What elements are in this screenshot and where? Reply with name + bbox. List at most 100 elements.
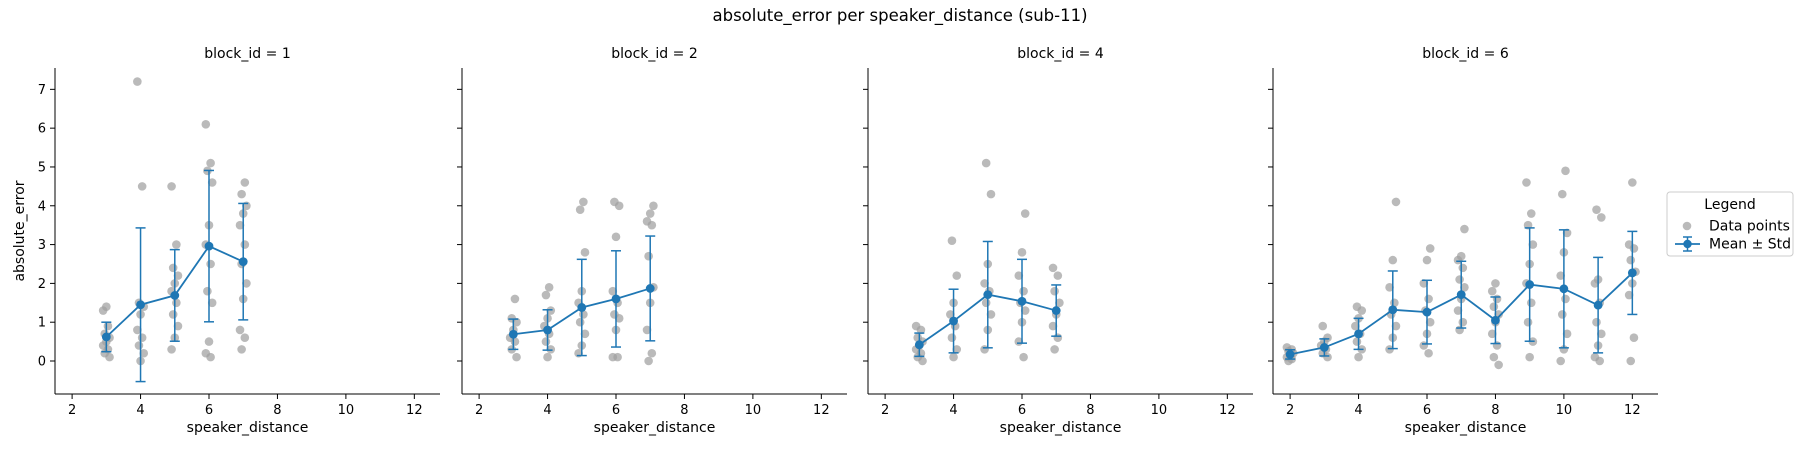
mean-marker [170, 291, 180, 300]
data-point [1323, 333, 1332, 343]
data-point [1014, 271, 1024, 280]
data-point [207, 298, 217, 308]
data-point [543, 352, 552, 362]
data-point [1628, 178, 1637, 187]
data-point [103, 321, 113, 331]
data-point [1487, 329, 1497, 339]
data-point [1624, 240, 1634, 249]
data-point [172, 240, 181, 249]
mean-marker [611, 294, 621, 304]
data-point [1561, 294, 1570, 304]
data-point [134, 341, 144, 350]
x-tick-label: 8 [1086, 403, 1094, 418]
data-point [137, 333, 147, 343]
data-point [1526, 298, 1536, 308]
legend-entry-mean: Mean ± Std [1709, 237, 1791, 253]
data-point [1492, 294, 1502, 304]
data-point [1385, 282, 1394, 292]
panel-block-0: block_id = 12 4 6 8 10 1201234567speaker_dist… [12, 46, 440, 436]
mean-marker [508, 329, 518, 339]
panel-title: block_id = 2 [611, 46, 697, 62]
data-point [206, 259, 215, 269]
data-point [946, 310, 955, 319]
data-point [1523, 317, 1533, 327]
data-point [1318, 321, 1328, 331]
panel-title: block_id = 1 [204, 46, 290, 62]
data-point [1458, 317, 1468, 327]
x-tick-label: 4 [136, 403, 144, 418]
legend-marker-mean [1683, 239, 1692, 249]
y-tick-label: 3 [38, 238, 46, 253]
data-point [1494, 360, 1503, 370]
y-tick-label: 5 [38, 160, 46, 175]
data-point [1385, 345, 1394, 354]
data-point [1048, 263, 1058, 273]
data-point [242, 279, 251, 288]
data-point [1050, 286, 1059, 296]
data-point [947, 236, 957, 246]
data-point [1590, 352, 1600, 362]
data-point [1460, 282, 1469, 292]
x-tick-label: 4 [543, 403, 551, 418]
y-tick-label: 0 [38, 355, 46, 370]
legend-box [1666, 191, 1794, 257]
data-point [137, 182, 147, 191]
data-point [133, 77, 142, 86]
y-tick-label: 1 [38, 316, 46, 331]
mean-marker [1017, 296, 1027, 306]
data-point [1456, 251, 1466, 261]
y-tick-label: 7 [38, 83, 46, 98]
data-point [546, 306, 556, 315]
mean-marker [1422, 307, 1432, 317]
data-point [649, 201, 658, 211]
data-point [642, 325, 652, 335]
data-point [1048, 321, 1058, 331]
data-point [1050, 345, 1059, 354]
data-point [201, 119, 211, 129]
data-point [235, 220, 245, 230]
data-point [647, 348, 657, 358]
data-point [1352, 337, 1362, 346]
data-point [1487, 286, 1497, 296]
figure-title: absolute_error per speaker_distance (sub… [712, 6, 1087, 26]
data-point [235, 325, 245, 335]
data-point [1391, 321, 1401, 331]
data-point [1425, 317, 1435, 327]
data-point [1424, 294, 1433, 304]
data-point [237, 189, 246, 199]
data-point [1019, 352, 1028, 362]
data-point [168, 310, 178, 319]
x-tick-label: 2 [475, 403, 483, 418]
data-point [541, 337, 551, 346]
data-point [645, 209, 655, 218]
data-point [1626, 356, 1636, 366]
mean-marker [1627, 268, 1637, 278]
mean-marker [949, 316, 958, 326]
mean-marker [1388, 305, 1398, 315]
data-point [1562, 329, 1572, 339]
data-point [1351, 321, 1360, 331]
data-point [1597, 329, 1606, 339]
data-point [981, 298, 991, 308]
data-point [1460, 224, 1469, 234]
data-point [173, 271, 183, 280]
data-point [240, 178, 250, 187]
data-point [986, 310, 996, 319]
data-point [1489, 352, 1499, 362]
mean-marker [1491, 315, 1500, 325]
legend: Legend Data points Mean ± Std [1666, 191, 1794, 257]
data-point [952, 345, 962, 354]
data-point [1557, 310, 1567, 319]
panel-block-1: block_id = 2 2 4 6 8 10 12 speaker_distance [457, 46, 847, 436]
mean-marker [204, 241, 214, 251]
data-point [610, 310, 619, 319]
data-point [237, 345, 246, 354]
mean-marker [1456, 290, 1466, 300]
data-point [575, 317, 585, 327]
data-point [981, 158, 991, 168]
x-axis-label: speaker_distance [1405, 420, 1527, 436]
data-point [1526, 209, 1536, 218]
data-point [240, 240, 250, 249]
data-point [1458, 263, 1468, 273]
data-point [1055, 298, 1064, 308]
